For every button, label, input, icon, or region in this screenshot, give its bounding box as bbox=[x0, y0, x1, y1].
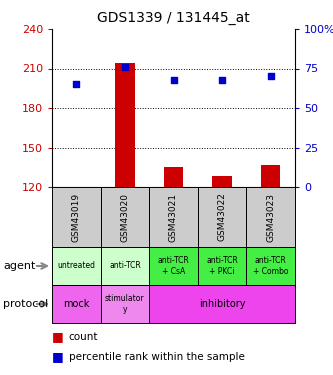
Bar bbox=[198, 247, 246, 285]
Text: anti-TCR: anti-TCR bbox=[109, 261, 141, 270]
Bar bbox=[52, 285, 101, 323]
Point bbox=[122, 64, 128, 70]
Point bbox=[74, 81, 79, 87]
Text: GSM43019: GSM43019 bbox=[72, 192, 81, 242]
Text: GSM43022: GSM43022 bbox=[217, 193, 226, 242]
Text: protocol: protocol bbox=[3, 299, 49, 309]
Bar bbox=[52, 187, 101, 247]
Bar bbox=[115, 63, 135, 187]
Text: anti-TCR
+ CsA: anti-TCR + CsA bbox=[158, 256, 189, 276]
Text: percentile rank within the sample: percentile rank within the sample bbox=[69, 352, 244, 362]
Text: agent: agent bbox=[3, 261, 36, 271]
Text: GSM43020: GSM43020 bbox=[121, 192, 130, 242]
Bar bbox=[149, 247, 198, 285]
Text: untreated: untreated bbox=[57, 261, 95, 270]
Text: stimulator
y: stimulator y bbox=[105, 294, 145, 314]
Bar bbox=[101, 247, 149, 285]
Bar bbox=[246, 187, 295, 247]
Point bbox=[219, 76, 225, 82]
Text: count: count bbox=[69, 332, 98, 342]
Bar bbox=[212, 177, 232, 187]
Bar bbox=[246, 247, 295, 285]
Bar bbox=[198, 187, 246, 247]
Text: mock: mock bbox=[63, 299, 90, 309]
Text: inhibitory: inhibitory bbox=[199, 299, 245, 309]
Bar bbox=[261, 165, 280, 187]
Text: anti-TCR
+ Combo: anti-TCR + Combo bbox=[253, 256, 288, 276]
Bar bbox=[52, 247, 101, 285]
Bar bbox=[149, 187, 198, 247]
Text: ■: ■ bbox=[52, 330, 64, 344]
Text: GSM43021: GSM43021 bbox=[169, 192, 178, 242]
Bar bbox=[149, 285, 295, 323]
Bar bbox=[101, 187, 149, 247]
Text: anti-TCR
+ PKCi: anti-TCR + PKCi bbox=[206, 256, 238, 276]
Point bbox=[171, 76, 176, 82]
Bar bbox=[101, 285, 149, 323]
Text: GSM43023: GSM43023 bbox=[266, 192, 275, 242]
Bar bbox=[164, 167, 183, 187]
Title: GDS1339 / 131445_at: GDS1339 / 131445_at bbox=[97, 11, 250, 25]
Text: ■: ■ bbox=[52, 351, 64, 363]
Point bbox=[268, 74, 273, 80]
